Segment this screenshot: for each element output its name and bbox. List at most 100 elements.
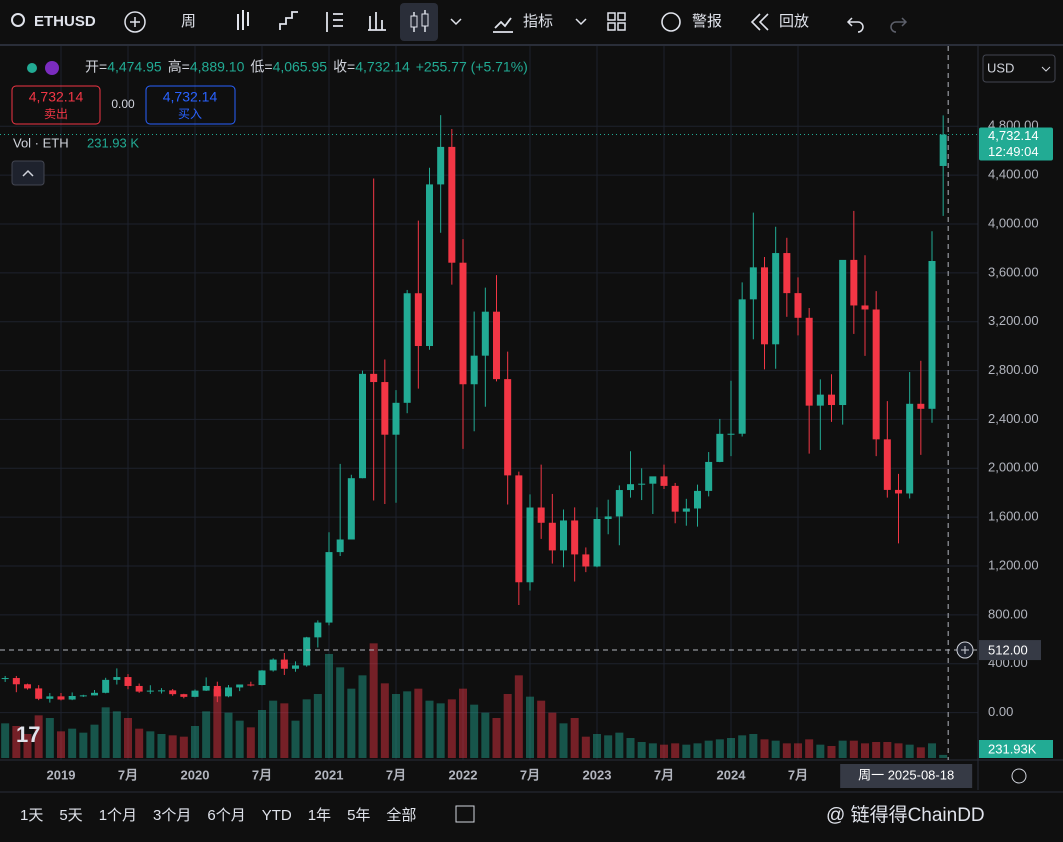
date-range-icon[interactable] — [455, 805, 475, 823]
candle-body — [895, 489, 902, 494]
layout-icon — [617, 12, 626, 21]
volume-bar — [928, 743, 936, 758]
volume-bar — [191, 726, 199, 758]
volume-bar — [548, 712, 557, 758]
interval[interactable]: 周 — [181, 13, 196, 30]
range-button[interactable]: 5天 — [59, 807, 82, 824]
volume-bar — [738, 735, 747, 758]
candle-button[interactable] — [400, 3, 438, 41]
volume-bar — [648, 743, 657, 758]
countdown: 12:49:04 — [988, 144, 1039, 159]
range-button[interactable]: 1年 — [308, 807, 331, 824]
x-tick-label: 2023 — [583, 767, 612, 782]
redo[interactable] — [890, 17, 908, 33]
layout-icon[interactable] — [607, 12, 616, 21]
replay-icon[interactable] — [750, 13, 769, 31]
range-button[interactable]: 6个月 — [207, 807, 245, 824]
volume-bar — [235, 720, 244, 758]
candle-body — [213, 685, 221, 697]
candle-body — [68, 695, 76, 700]
alerts[interactable]: 警报 — [692, 13, 722, 30]
buy-button[interactable] — [145, 85, 236, 125]
volume-bar — [537, 700, 546, 758]
candle-body — [671, 485, 679, 512]
candle-body — [336, 539, 344, 553]
volume-bar — [447, 699, 456, 758]
search-icon[interactable] — [11, 13, 25, 27]
candle-body — [426, 184, 433, 347]
y-tick-label: 3,200.00 — [988, 313, 1039, 328]
sell-button[interactable] — [11, 85, 101, 125]
volume-bar — [1, 723, 10, 758]
candle-body — [593, 518, 601, 567]
ohlc-value: 4,732.14 — [355, 59, 410, 75]
source-icon — [45, 61, 59, 75]
range-button[interactable]: 1天 — [20, 807, 43, 824]
range-button[interactable]: YTD — [262, 807, 292, 824]
candle-icon-body — [421, 13, 429, 27]
volume-bar — [704, 740, 713, 758]
step-icon[interactable] — [279, 11, 298, 30]
currency-box[interactable] — [982, 54, 1056, 83]
sell-label[interactable]: 卖出 — [44, 107, 68, 121]
candle-body — [805, 317, 813, 406]
candle-body — [850, 259, 858, 306]
volume-bar — [526, 696, 534, 758]
volume-bar — [157, 734, 166, 758]
add-symbol[interactable] — [124, 11, 146, 33]
candle-body — [526, 507, 534, 583]
candle-body — [392, 402, 400, 435]
volume-bar — [794, 743, 802, 758]
replay[interactable]: 回放 — [779, 13, 809, 30]
indicator-icon[interactable] — [493, 17, 513, 33]
range-button[interactable]: 1个月 — [99, 807, 137, 824]
dropdown[interactable] — [575, 18, 587, 26]
candle-body — [280, 659, 288, 669]
candle-body — [694, 490, 701, 509]
currency[interactable]: USD — [987, 60, 1014, 75]
alert-icon[interactable] — [661, 12, 681, 32]
symbol[interactable]: ETHUSD — [34, 13, 96, 30]
bars-icon[interactable] — [237, 10, 249, 30]
volume-bar — [146, 731, 155, 758]
spread: 0.00 — [111, 97, 135, 111]
candle-body — [381, 382, 389, 435]
candle-body — [12, 678, 20, 685]
plot — [0, 46, 978, 760]
volume-bar — [90, 724, 99, 758]
last-price: 4,732.14 — [988, 128, 1039, 143]
column-icon[interactable] — [368, 12, 386, 31]
settings-icon[interactable] — [1011, 768, 1027, 784]
volume-bar — [392, 694, 400, 758]
volume-bar — [258, 710, 266, 758]
volume-bar — [727, 738, 735, 758]
range-button[interactable]: 5年 — [347, 807, 370, 824]
indicators[interactable]: 指标 — [523, 13, 553, 30]
buy-label[interactable]: 买入 — [178, 107, 202, 121]
volume-bar — [593, 734, 601, 758]
crosshair-date-box — [840, 764, 973, 788]
volume-tag: 231.93K — [988, 741, 1037, 756]
buy-price[interactable]: 4,732.14 — [163, 89, 218, 105]
sell-price[interactable]: 4,732.14 — [29, 89, 84, 105]
candle-body — [660, 476, 668, 486]
volume-bar — [816, 744, 825, 758]
line-icon[interactable] — [326, 12, 343, 32]
volume-bar — [224, 712, 233, 758]
undo[interactable] — [846, 17, 864, 33]
candle-body — [35, 688, 43, 699]
volume-bar — [514, 675, 523, 758]
range-button[interactable]: 全部 — [386, 806, 416, 824]
y-tick-label: 4,400.00 — [988, 167, 1039, 182]
candle-body — [46, 696, 54, 699]
ohlc-value: 4,474.95 — [107, 59, 162, 75]
x-tick-label: 7月 — [118, 767, 138, 782]
volume-bar — [246, 727, 255, 758]
candle-body — [504, 379, 512, 476]
volume-bar — [693, 743, 702, 758]
range-button[interactable]: 3个月 — [153, 807, 191, 824]
x-tick-label: 7月 — [788, 767, 808, 782]
collapse-button[interactable] — [11, 160, 45, 186]
dropdown[interactable] — [450, 18, 462, 26]
crosshair-price-box — [979, 640, 1041, 661]
